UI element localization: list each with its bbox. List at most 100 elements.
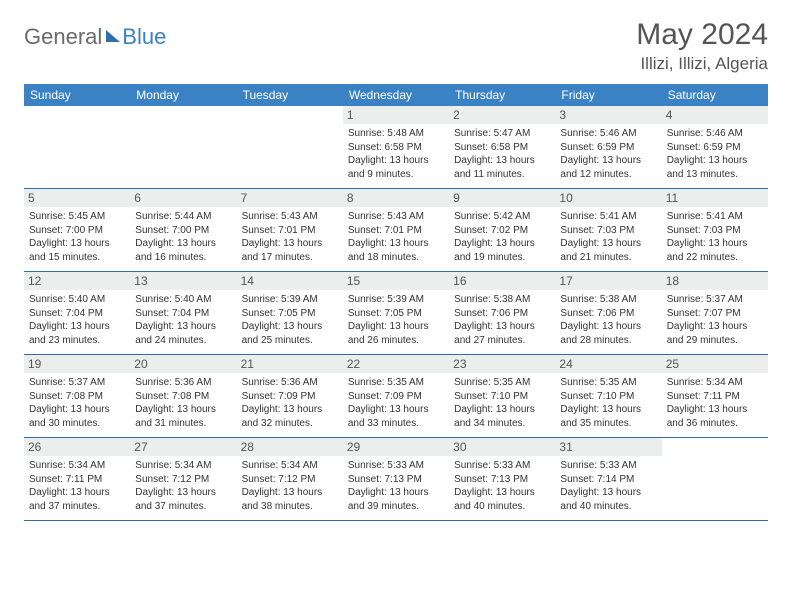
day-cell: 11Sunrise: 5:41 AMSunset: 7:03 PMDayligh… (662, 189, 768, 271)
sunset-text: Sunset: 7:00 PM (29, 224, 125, 238)
day-cell: 23 Sunrise: 5:35 AMSunset: 7:10 PMDayligh… (449, 355, 555, 437)
daylight-text: Daylight: 13 hours and 21 minutes. (560, 237, 656, 264)
sunset-text: Sunset: 7:09 PM (242, 390, 338, 404)
sunset-text: Sunset: 7:11 PM (667, 390, 763, 404)
sunset-text: Sunset: 7:12 PM (242, 473, 338, 487)
day-body: Sunrise: 5:35 AMSunset: 7:10 PMDaylight:… (560, 376, 656, 430)
sunset-text: Sunset: 6:59 PM (667, 141, 763, 155)
day-body: Sunrise: 5:42 AMSunset: 7:02 PMDaylight:… (454, 210, 550, 264)
week-row: 19Sunrise: 5:37 AMSunset: 7:08 PMDayligh… (24, 355, 768, 438)
day-number: 8 (343, 189, 449, 207)
logo: General Blue (24, 24, 166, 50)
daylight-text: Daylight: 13 hours and 23 minutes. (29, 320, 125, 347)
day-number: 12 (24, 272, 130, 290)
sunset-text: Sunset: 7:08 PM (135, 390, 231, 404)
day-cell: 17 Sunrise: 5:38 AMSunset: 7:06 PMDayligh… (555, 272, 661, 354)
day-cell: 24 Sunrise: 5:35 AMSunset: 7:10 PMDayligh… (555, 355, 661, 437)
sunrise-text: Sunrise: 5:34 AM (29, 459, 125, 473)
day-body: Sunrise: 5:43 AMSunset: 7:01 PMDaylight:… (348, 210, 444, 264)
daylight-text: Daylight: 13 hours and 18 minutes. (348, 237, 444, 264)
day-body: Sunrise: 5:34 AMSunset: 7:12 PMDaylight:… (242, 459, 338, 513)
day-number: 17 (555, 272, 661, 290)
day-cell: 5Sunrise: 5:45 AMSunset: 7:00 PMDaylight… (24, 189, 130, 271)
day-number: 1 (343, 106, 449, 124)
sunrise-text: Sunrise: 5:47 AM (454, 127, 550, 141)
day-body: Sunrise: 5:47 AMSunset: 6:58 PMDaylight:… (454, 127, 550, 181)
day-cell: 16Sunrise: 5:38 AMSunset: 7:06 PMDayligh… (449, 272, 555, 354)
sunrise-text: Sunrise: 5:34 AM (242, 459, 338, 473)
day-cell: 20Sunrise: 5:36 AMSunset: 7:08 PMDayligh… (130, 355, 236, 437)
day-cell: 28Sunrise: 5:34 AMSunset: 7:12 PMDayligh… (237, 438, 343, 520)
day-cell: 25 Sunrise: 5:34 AMSunset: 7:11 PMDayligh… (662, 355, 768, 437)
daylight-text: Daylight: 13 hours and 37 minutes. (29, 486, 125, 513)
sunrise-text: Sunrise: 5:33 AM (348, 459, 444, 473)
sunrise-text: Sunrise: 5:38 AM (454, 293, 550, 307)
daylight-text: Daylight: 13 hours and 24 minutes. (135, 320, 231, 347)
day-cell: 21Sunrise: 5:36 AMSunset: 7:09 PMDayligh… (237, 355, 343, 437)
sunset-text: Sunset: 7:07 PM (667, 307, 763, 321)
sunset-text: Sunset: 7:04 PM (135, 307, 231, 321)
title-block: May 2024 Illizi, Illizi, Algeria (636, 18, 768, 74)
sunset-text: Sunset: 7:03 PM (667, 224, 763, 238)
day-body: Sunrise: 5:35 AMSunset: 7:10 PMDaylight:… (454, 376, 550, 430)
day-number: 25 (662, 355, 768, 373)
daylight-text: Daylight: 13 hours and 36 minutes. (667, 403, 763, 430)
day-cell: 2Sunrise: 5:47 AMSunset: 6:58 PMDaylight… (449, 106, 555, 188)
sunrise-text: Sunrise: 5:42 AM (454, 210, 550, 224)
daylight-text: Daylight: 13 hours and 15 minutes. (29, 237, 125, 264)
day-body: Sunrise: 5:37 AMSunset: 7:07 PMDaylight:… (667, 293, 763, 347)
day-cell: 8 Sunrise: 5:43 AMSunset: 7:01 PMDaylight… (343, 189, 449, 271)
day-cell: 7Sunrise: 5:43 AMSunset: 7:01 PMDaylight… (237, 189, 343, 271)
day-body: Sunrise: 5:38 AMSunset: 7:06 PMDaylight:… (560, 293, 656, 347)
day-cell: 10Sunrise: 5:41 AMSunset: 7:03 PMDayligh… (555, 189, 661, 271)
sunrise-text: Sunrise: 5:36 AM (135, 376, 231, 390)
day-body: Sunrise: 5:34 AMSunset: 7:11 PMDaylight:… (667, 376, 763, 430)
day-number: 23 (449, 355, 555, 373)
day-number: 4 (662, 106, 768, 124)
day-number: 27 (130, 438, 236, 456)
day-body: Sunrise: 5:33 AMSunset: 7:13 PMDaylight:… (348, 459, 444, 513)
daylight-text: Daylight: 13 hours and 28 minutes. (560, 320, 656, 347)
day-cell: 4Sunrise: 5:46 AMSunset: 6:59 PMDaylight… (662, 106, 768, 188)
sunrise-text: Sunrise: 5:33 AM (454, 459, 550, 473)
day-number: 29 (343, 438, 449, 456)
weekday-header-row: Sunday Monday Tuesday Wednesday Thursday… (24, 84, 768, 106)
daylight-text: Daylight: 13 hours and 40 minutes. (560, 486, 656, 513)
location-subtitle: Illizi, Illizi, Algeria (636, 54, 768, 74)
sunset-text: Sunset: 7:06 PM (560, 307, 656, 321)
day-cell (24, 106, 130, 188)
sunrise-text: Sunrise: 5:48 AM (348, 127, 444, 141)
sunset-text: Sunset: 7:14 PM (560, 473, 656, 487)
day-body: Sunrise: 5:33 AMSunset: 7:13 PMDaylight:… (454, 459, 550, 513)
sunset-text: Sunset: 7:13 PM (348, 473, 444, 487)
day-number: 24 (555, 355, 661, 373)
sunset-text: Sunset: 7:05 PM (348, 307, 444, 321)
sunset-text: Sunset: 6:58 PM (348, 141, 444, 155)
day-number: 3 (555, 106, 661, 124)
daylight-text: Daylight: 13 hours and 37 minutes. (135, 486, 231, 513)
header: General Blue May 2024 Illizi, Illizi, Al… (24, 18, 768, 74)
sunrise-text: Sunrise: 5:38 AM (560, 293, 656, 307)
daylight-text: Daylight: 13 hours and 31 minutes. (135, 403, 231, 430)
daylight-text: Daylight: 13 hours and 38 minutes. (242, 486, 338, 513)
daylight-text: Daylight: 13 hours and 40 minutes. (454, 486, 550, 513)
sunset-text: Sunset: 6:58 PM (454, 141, 550, 155)
day-body: Sunrise: 5:35 AMSunset: 7:09 PMDaylight:… (348, 376, 444, 430)
daylight-text: Daylight: 13 hours and 32 minutes. (242, 403, 338, 430)
week-row: 26Sunrise: 5:34 AMSunset: 7:11 PMDayligh… (24, 438, 768, 521)
sunset-text: Sunset: 7:00 PM (135, 224, 231, 238)
sunset-text: Sunset: 7:13 PM (454, 473, 550, 487)
day-number: 10 (555, 189, 661, 207)
sunrise-text: Sunrise: 5:39 AM (242, 293, 338, 307)
day-cell (662, 438, 768, 520)
day-number: 26 (24, 438, 130, 456)
day-number: 14 (237, 272, 343, 290)
day-cell: 22Sunrise: 5:35 AMSunset: 7:09 PMDayligh… (343, 355, 449, 437)
day-number: 19 (24, 355, 130, 373)
day-body: Sunrise: 5:33 AMSunset: 7:14 PMDaylight:… (560, 459, 656, 513)
day-body: Sunrise: 5:44 AMSunset: 7:00 PMDaylight:… (135, 210, 231, 264)
day-number: 16 (449, 272, 555, 290)
sunset-text: Sunset: 7:04 PM (29, 307, 125, 321)
day-cell (130, 106, 236, 188)
sunset-text: Sunset: 7:06 PM (454, 307, 550, 321)
